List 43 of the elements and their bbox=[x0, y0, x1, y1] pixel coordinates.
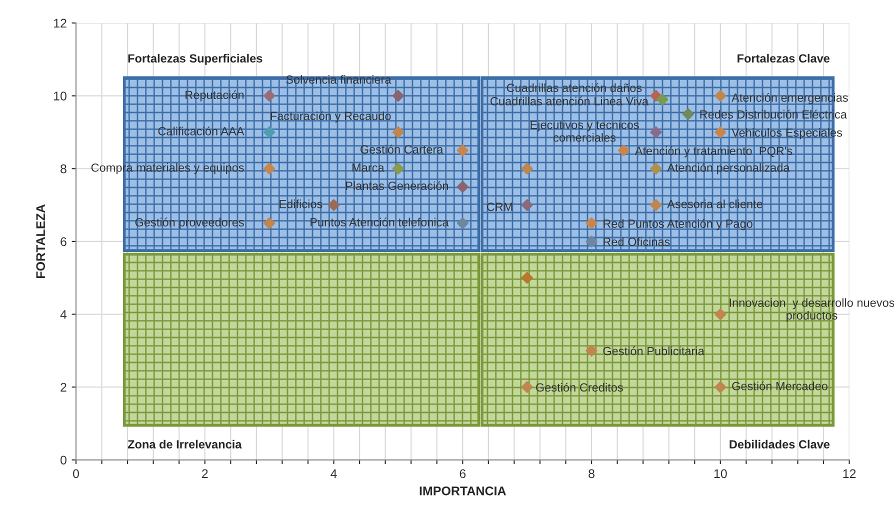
annotation: Facturación y Recaudo bbox=[270, 111, 391, 122]
annotation: Fortalezas Clave bbox=[738, 54, 830, 63]
annotation: Plantas Generación bbox=[346, 181, 448, 190]
annotation: Debilidades Clave bbox=[730, 440, 830, 449]
x-tick-label: 10 bbox=[714, 469, 727, 478]
annotation: CRM bbox=[486, 202, 512, 211]
annotation: Red Puntos Atención y Pago bbox=[604, 219, 752, 230]
annotation: Redes Distribución Eléctrica bbox=[700, 110, 847, 119]
y-axis-title: FORTALEZA bbox=[36, 204, 46, 278]
annotation: Zona de Irrelevancia bbox=[128, 440, 242, 449]
y-tick-label: 10 bbox=[54, 92, 66, 100]
annotation: Red Oficinas bbox=[604, 237, 670, 246]
y-tick-label: 2 bbox=[60, 382, 66, 392]
y-tick-label: 8 bbox=[60, 164, 66, 174]
annotation: Vehiculos Especiales bbox=[732, 128, 842, 140]
annotation: Atención emergencias bbox=[732, 93, 848, 104]
annotation: Calificación AAA bbox=[158, 126, 244, 136]
annotation: Gestión Mercadeo bbox=[732, 381, 828, 390]
x-tick-label: 2 bbox=[202, 469, 208, 478]
annotation: Reputación bbox=[186, 90, 244, 102]
annotation: Asesoria al cliente bbox=[667, 200, 762, 208]
annotation: Gestión Creditos bbox=[536, 382, 623, 392]
x-tick-label: 8 bbox=[588, 469, 594, 478]
y-tick-label: 0 bbox=[60, 456, 66, 465]
annotation: Gestión Cartera bbox=[360, 144, 444, 154]
annotation: Fortalezas Superficiales bbox=[128, 54, 262, 65]
x-tick-label: 12 bbox=[843, 469, 856, 478]
x-tick-label: 4 bbox=[330, 469, 337, 478]
annotation: Cuadrillas atención Linea Viva bbox=[490, 96, 649, 106]
y-tick-label: 6 bbox=[60, 237, 66, 246]
x-tick-label: 6 bbox=[460, 469, 466, 478]
annotation: Cuadrillas atención daños bbox=[506, 83, 642, 92]
annotation: Marca bbox=[352, 164, 384, 172]
annotation: Atención personalizada bbox=[667, 163, 790, 174]
annotation: Edificios bbox=[280, 200, 322, 208]
annotation: Ejecutivos y tecnicos comerciales bbox=[530, 120, 639, 142]
x-axis-title: IMPORTANCIA bbox=[420, 486, 506, 496]
annotation: Puntos Atención telefonica bbox=[310, 218, 449, 226]
x-tick-label: 0 bbox=[73, 469, 79, 478]
annotation: Gestión proveedores bbox=[135, 218, 244, 229]
y-tick-label: 12 bbox=[54, 18, 66, 28]
y-tick-label: 4 bbox=[60, 310, 67, 319]
annotation: Atención y tratamiento PQR's bbox=[634, 146, 792, 158]
